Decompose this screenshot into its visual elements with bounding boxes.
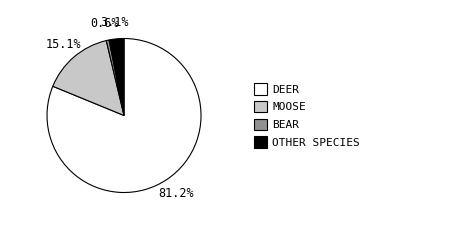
Text: 81.2%: 81.2% xyxy=(158,187,194,200)
Wedge shape xyxy=(47,39,201,192)
Text: 0.6%: 0.6% xyxy=(90,17,118,30)
Legend: DEER, MOOSE, BEAR, OTHER SPECIES: DEER, MOOSE, BEAR, OTHER SPECIES xyxy=(249,79,364,152)
Text: 3.1%: 3.1% xyxy=(101,15,129,28)
Wedge shape xyxy=(106,40,124,116)
Wedge shape xyxy=(109,39,124,116)
Wedge shape xyxy=(53,41,124,116)
Text: 15.1%: 15.1% xyxy=(45,38,81,51)
